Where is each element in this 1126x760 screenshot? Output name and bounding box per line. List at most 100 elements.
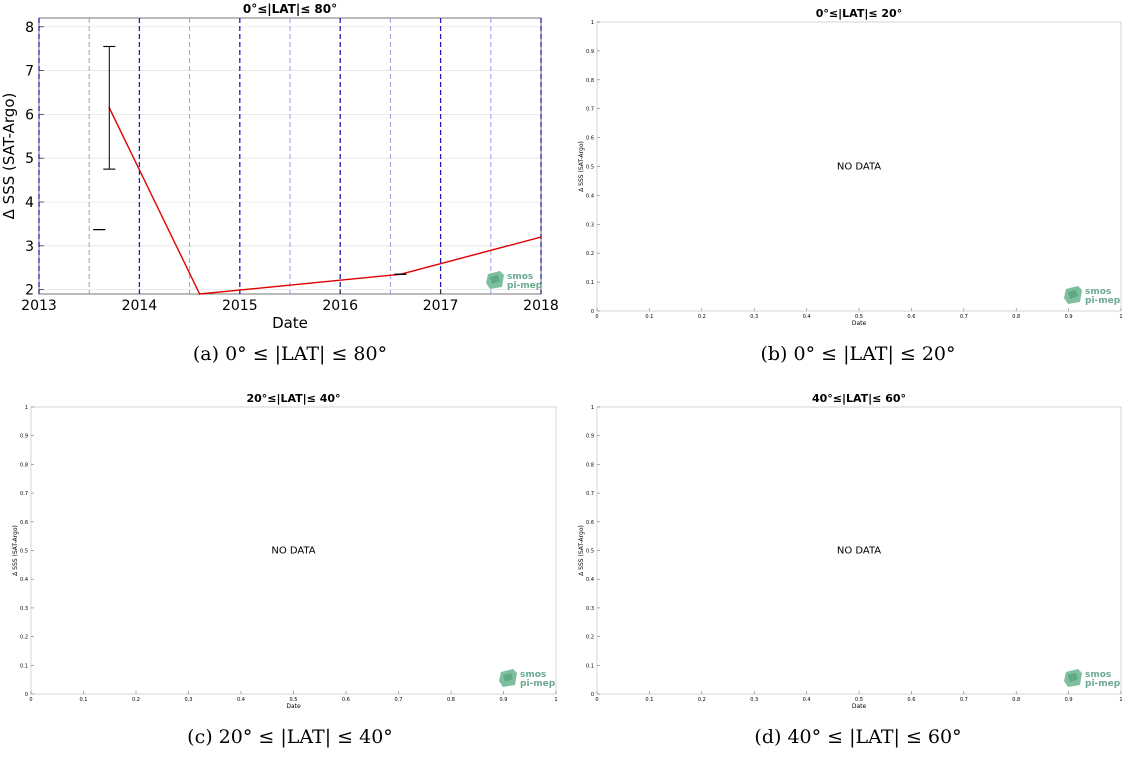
y-tick-label: 0 [591,692,594,698]
y-tick-label: 0.4 [586,193,594,199]
no-data-annotation: NO DATA [271,546,315,557]
chart-panel-3: 40°≤|LAT|≤ 60° 0 0.1 0.2 0.3 0.4 0.5 0.6 0.7 0.8 0… [578,392,1123,748]
y-tick-label: 0.9 [20,434,28,440]
x-tick-label: 0.9 [1065,314,1073,320]
logo-mark-inner [490,275,500,284]
x-tick-label: 0.7 [395,697,403,703]
y-tick-label: 0.8 [586,78,594,84]
x-tick-label: 0.2 [698,314,706,320]
y-tick-label: 0.7 [586,491,594,497]
x-tick-label: 0.5 [290,697,298,703]
chart-panel-2: 20°≤|LAT|≤ 40° 0 0.1 0.2 0.3 0.4 0.5 0.6 0.7 0.8 0… [12,392,558,748]
y-tick-label: 0.4 [586,577,594,583]
x-tick-label: 0.5 [855,697,863,703]
y-tick-label: 4 [25,195,34,211]
x-tick-label: 0.7 [960,697,968,703]
y-tick-label: 0.1 [586,663,594,669]
chart-panel-1: 0°≤|LAT|≤ 20° 0 0.1 0.2 0.3 0.4 0.5 0.6 0.7 0.8 0.… [578,7,1123,365]
y-tick-label: 0.4 [20,577,28,583]
y-tick-label: 0.7 [20,491,28,497]
subfigure-caption: (d) 40° ≤ |LAT| ≤ 60° [754,726,961,748]
y-tick-label: 3 [25,239,34,255]
x-axis-label: Date [852,320,867,327]
chart-title: 0°≤|LAT|≤ 20° [816,7,902,20]
chart-panel-0: 0°≤|LAT|≤ 80° 2 3 4 5 6 7 8 2013 2014 2015 2016 2017… [0,2,559,365]
y-tick-label: 1 [25,405,28,411]
y-tick-label: 1 [591,405,594,411]
y-tick-label: 2 [25,283,34,299]
y-tick-label: 0.2 [586,251,594,257]
subfigure-caption: (c) 20° ≤ |LAT| ≤ 40° [187,726,393,748]
y-tick-label: 0.7 [586,107,594,113]
series-line-0 [108,107,542,295]
x-tick-label: 0.5 [855,314,863,320]
x-tick-label: 2014 [122,298,158,314]
y-axis-label: Δ SSS (SAT-Argo) [0,93,18,220]
y-tick-label: 0.6 [20,520,28,526]
y-tick-label: 5 [25,151,34,167]
x-tick-label: 0.3 [750,314,758,320]
x-tick-label: 0.3 [185,697,193,703]
y-axis-label: Δ SSS (SAT-Argo) [578,141,585,192]
y-tick-label: 0.6 [586,520,594,526]
x-tick-label: 0.6 [342,697,350,703]
chart-title: 20°≤|LAT|≤ 40° [246,392,340,405]
x-tick-label: 0.4 [803,697,811,703]
x-tick-label: 0 [595,314,598,320]
logo-mark-inner [503,673,513,682]
logo-text-smos: smos [520,670,546,680]
y-tick-label: 0.3 [586,222,594,228]
y-tick-label: 7 [25,64,34,80]
x-tick-label: 0.7 [960,314,968,320]
chart-title: 0°≤|LAT|≤ 80° [243,2,337,16]
x-axis-label: Date [286,703,301,710]
subfigure-caption: (a) 0° ≤ |LAT| ≤ 80° [193,343,387,365]
x-tick-label: 0 [595,697,598,703]
x-tick-label: 0.6 [907,314,915,320]
logo-text-smos: smos [1085,670,1111,680]
x-tick-label: 0.9 [1065,697,1073,703]
y-tick-label: 1 [591,20,594,26]
data-point-1 [198,293,201,295]
x-tick-label: 0.1 [80,697,88,703]
x-tick-label: 0.4 [237,697,245,703]
x-tick-label: 2015 [222,298,258,314]
x-tick-label: 0.8 [447,697,455,703]
x-tick-label: 1 [1119,697,1122,703]
logo-text-pimep: pi-mep [520,679,556,689]
y-tick-label: 0.8 [586,462,594,468]
logo-mark-inner [1068,673,1078,682]
y-tick-label: 8 [25,20,34,36]
x-tick-label: 1 [1119,314,1122,320]
x-axis-label: Date [852,703,867,710]
y-tick-label: 0.8 [20,462,28,468]
logo-text-pimep: pi-mep [1085,679,1121,689]
logo-text-smos: smos [507,272,533,282]
logo-mark-inner [1068,290,1078,299]
y-tick-label: 0.2 [586,635,594,641]
y-axis-label: Δ SSS (SAT-Argo) [12,525,19,576]
y-tick-label: 0.1 [20,663,28,669]
logo-text-pimep: pi-mep [1085,296,1121,306]
y-tick-label: 0 [591,309,594,315]
y-tick-label: 0.3 [20,606,28,612]
x-tick-label: 0.8 [1012,697,1020,703]
y-tick-label: 0.2 [20,635,28,641]
logo-text-pimep: pi-mep [507,281,543,291]
y-tick-label: 0.5 [20,549,28,555]
x-tick-label: 0 [29,697,32,703]
x-tick-label: 2016 [322,298,358,314]
y-tick-label: 0.9 [586,434,594,440]
y-tick-label: 0.9 [586,49,594,55]
data-point-3 [540,236,542,238]
x-tick-label: 0.6 [907,697,915,703]
y-tick-label: 0.6 [586,136,594,142]
x-tick-label: 0.4 [803,314,811,320]
no-data-annotation: NO DATA [837,546,881,557]
y-tick-label: 0.5 [586,165,594,171]
